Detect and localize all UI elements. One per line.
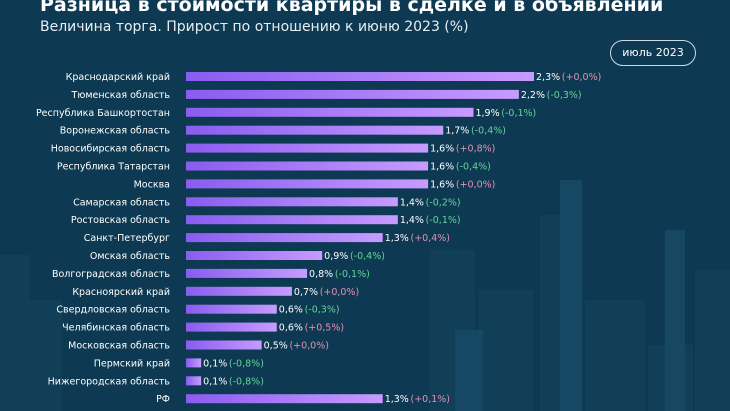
category-label: Пермский край bbox=[94, 358, 170, 369]
value-label: 2,3% bbox=[536, 72, 560, 83]
change-label: (-0,8%) bbox=[229, 376, 264, 387]
category-label: Омская область bbox=[90, 251, 170, 262]
change-label: (-0,4%) bbox=[456, 162, 491, 173]
change-label: (+0,5%) bbox=[305, 323, 345, 334]
change-label: (-0,3%) bbox=[547, 90, 582, 101]
category-label: Свердловская область bbox=[56, 305, 170, 316]
change-label: (-0,4%) bbox=[471, 126, 506, 137]
category-label: Красноярский край bbox=[72, 287, 170, 298]
value-label: 1,3% bbox=[385, 233, 409, 244]
value-label: 1,4% bbox=[400, 197, 424, 208]
bar bbox=[186, 251, 323, 260]
date-badge: июль 2023 bbox=[610, 40, 696, 66]
category-label: Краснодарский край bbox=[66, 72, 170, 83]
category-label: Воронежская область bbox=[60, 126, 171, 137]
value-label: 1,3% bbox=[385, 394, 409, 405]
value-label: 2,2% bbox=[521, 90, 545, 101]
bar bbox=[186, 89, 519, 99]
bar bbox=[186, 197, 398, 207]
bar bbox=[186, 215, 398, 225]
category-label: Санкт-Петербург bbox=[84, 233, 170, 244]
change-label: (-0,1%) bbox=[426, 215, 461, 226]
change-label: (-0,4%) bbox=[350, 251, 385, 262]
change-label: (+0,1%) bbox=[410, 394, 450, 405]
value-label: 0,1% bbox=[203, 358, 227, 369]
value-label: 1,6% bbox=[430, 144, 454, 155]
category-label: Нижегородская область bbox=[48, 376, 171, 387]
value-label: 1,7% bbox=[445, 126, 469, 137]
change-label: (-0,1%) bbox=[501, 108, 536, 119]
bar bbox=[186, 233, 383, 243]
value-label: 0,6% bbox=[279, 323, 303, 334]
category-label: Ростовская область bbox=[71, 215, 171, 226]
value-label: 0,7% bbox=[294, 287, 318, 298]
change-label: (+0,0%) bbox=[289, 341, 329, 352]
category-label: Волгоградская область bbox=[52, 269, 170, 280]
value-label: 0,6% bbox=[279, 305, 303, 316]
category-label: Тюменская область bbox=[71, 90, 171, 101]
bar bbox=[186, 340, 262, 350]
value-label: 0,9% bbox=[324, 251, 348, 262]
category-label: Челябинская область bbox=[62, 323, 170, 334]
bar bbox=[186, 322, 277, 332]
change-label: (-0,3%) bbox=[305, 305, 340, 316]
value-label: 1,9% bbox=[475, 108, 499, 119]
category-label: РФ bbox=[156, 394, 170, 405]
bar bbox=[186, 179, 429, 189]
bar bbox=[186, 268, 308, 278]
change-label: (+0,0%) bbox=[456, 179, 496, 190]
bar bbox=[186, 376, 202, 386]
category-label: Республика Татарстан bbox=[57, 162, 170, 173]
chart-subtitle: Величина торга. Прирост по отношению к и… bbox=[40, 19, 469, 35]
change-label: (+0,8%) bbox=[456, 144, 496, 155]
change-label: (+0,0%) bbox=[562, 72, 602, 83]
bar bbox=[186, 72, 534, 81]
category-label: Самарская область bbox=[73, 197, 170, 208]
category-label: Москва bbox=[134, 179, 170, 190]
category-label: Новосибирская область bbox=[51, 144, 171, 155]
bar bbox=[186, 286, 292, 296]
change-label: (+0,0%) bbox=[320, 287, 360, 298]
chart-title: Разница в стоимости квартиры в сделке и … bbox=[40, 0, 664, 16]
value-label: 1,6% bbox=[430, 179, 454, 190]
bar bbox=[186, 107, 474, 117]
bar bbox=[186, 358, 202, 368]
value-label: 0,1% bbox=[203, 376, 227, 387]
bar bbox=[186, 304, 277, 314]
value-label: 0,5% bbox=[264, 341, 288, 352]
change-label: (+0,4%) bbox=[410, 233, 450, 244]
value-label: 1,6% bbox=[430, 162, 454, 173]
bar bbox=[186, 161, 429, 171]
change-label: (-0,8%) bbox=[229, 358, 264, 369]
bar bbox=[186, 394, 383, 404]
bar bbox=[186, 125, 444, 135]
category-label: Московская область bbox=[68, 341, 170, 352]
change-label: (-0,2%) bbox=[426, 197, 461, 208]
bar bbox=[186, 143, 429, 153]
category-label: Республика Башкортостан bbox=[36, 108, 170, 119]
value-label: 1,4% bbox=[400, 215, 424, 226]
change-label: (-0,1%) bbox=[335, 269, 370, 280]
value-label: 0,8% bbox=[309, 269, 333, 280]
